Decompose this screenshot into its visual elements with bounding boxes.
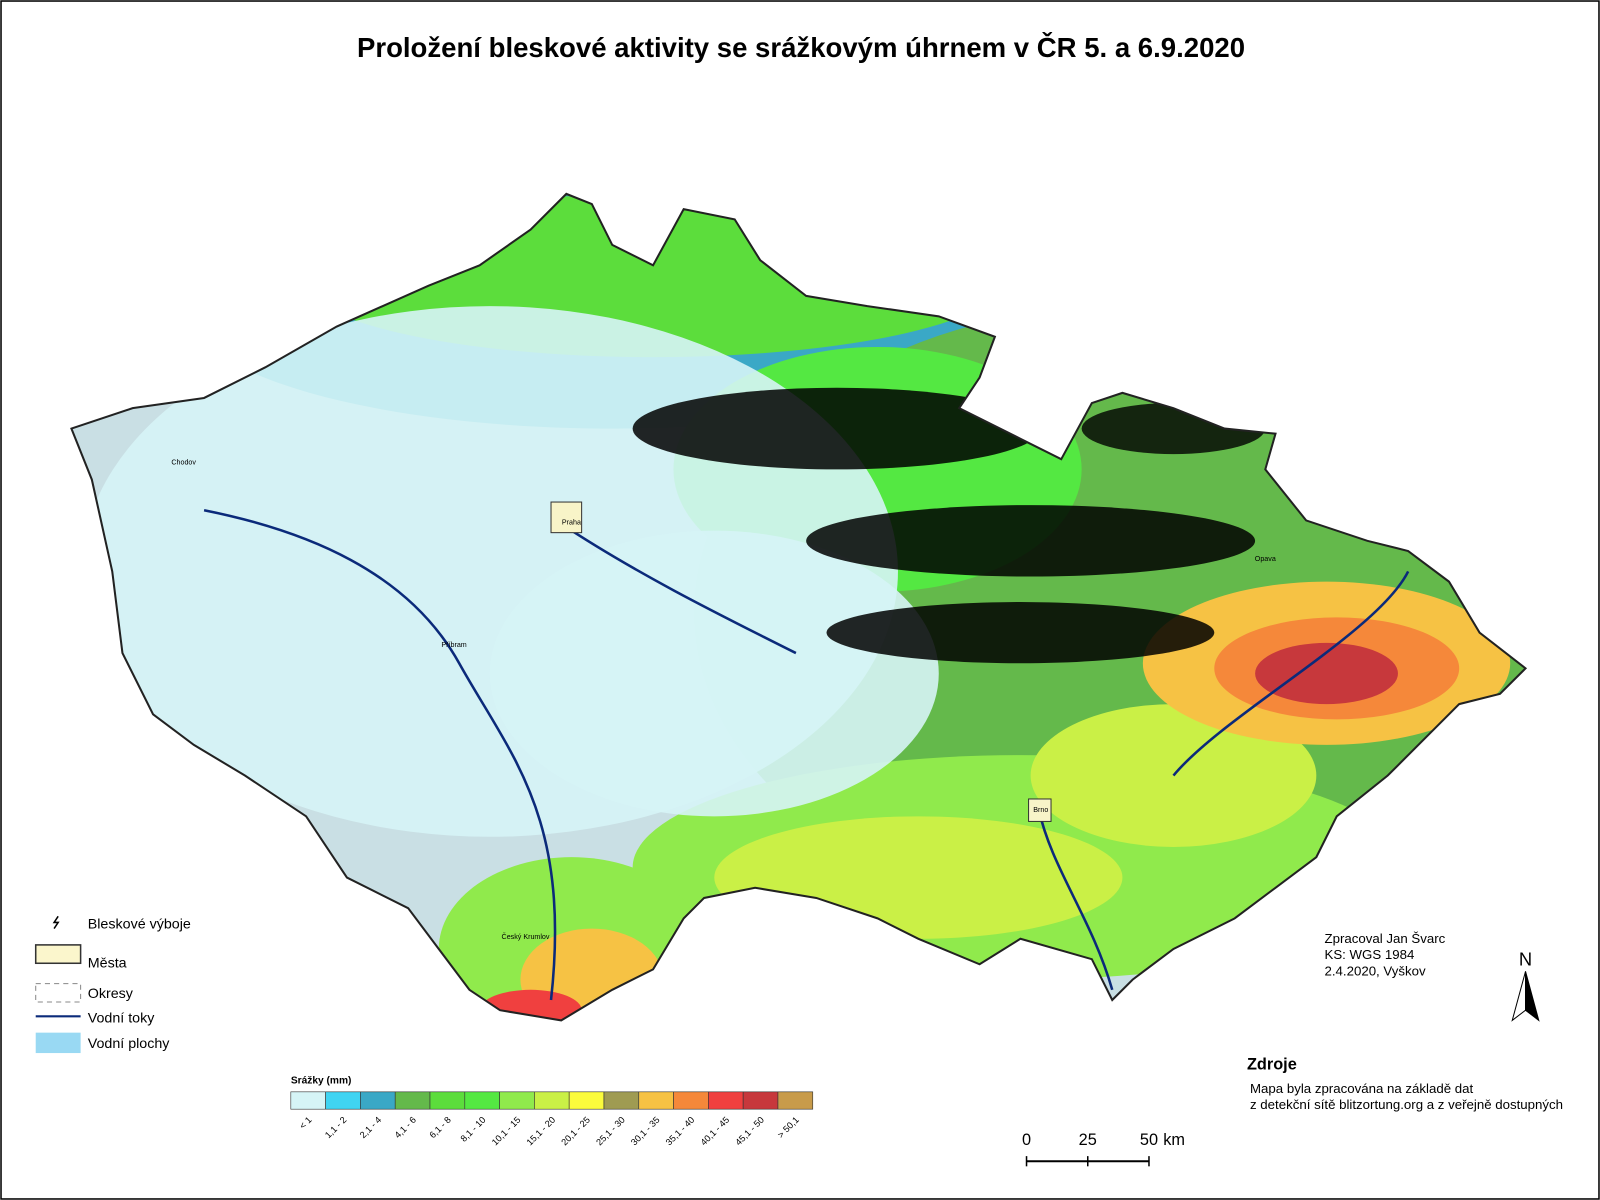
class-swatch: [708, 1091, 744, 1110]
class-swatch: [325, 1091, 361, 1110]
city-label: Český Krumlov: [502, 932, 550, 941]
scale-unit: km: [1163, 1131, 1185, 1149]
class-swatch: [534, 1091, 570, 1110]
north-label: N: [1519, 948, 1532, 969]
class-swatch: [638, 1091, 674, 1110]
sources-title: Zdroje: [1247, 1055, 1297, 1073]
class-swatch: [464, 1091, 500, 1110]
credit-line: KS: WGS 1984: [1324, 947, 1414, 962]
source-line: Mapa byla zpracována na základě dat: [1250, 1081, 1474, 1096]
legend-label: Vodní plochy: [88, 1036, 171, 1052]
scale-tick-label: 50: [1140, 1131, 1158, 1149]
map-title: Proložení bleskové aktivity se srážkovým…: [357, 32, 1245, 63]
scale-title: Srážky (mm): [291, 1076, 352, 1087]
legend-label: Vodní toky: [88, 1010, 155, 1026]
scale-bar: 0 25 50 km: [1022, 1131, 1185, 1167]
source-line: z detekční sítě blitzortung.org a z veře…: [1250, 1097, 1563, 1112]
class-swatch: [673, 1091, 709, 1110]
class-swatch: [394, 1091, 431, 1110]
north-arrow: N: [1511, 948, 1540, 1022]
legend: Bleskové výboje Města Okresy Vodní toky Vodn…: [34, 915, 191, 1054]
class-swatch: [499, 1091, 535, 1110]
city-label: Chodov: [171, 458, 196, 466]
legend-label: Města: [88, 955, 127, 971]
city-label: Příbram: [441, 641, 466, 649]
city-label: Praha: [562, 518, 581, 526]
class-swatch: [777, 1091, 814, 1110]
scale-tick-label: 0: [1022, 1131, 1031, 1149]
credit-line: Zpracoval Jan Švarc: [1324, 931, 1445, 946]
class-swatch: [742, 1091, 779, 1110]
sources: Zdroje Mapa byla zpracována na základě d…: [1247, 1055, 1563, 1112]
legend-label: Okresy: [88, 986, 134, 1002]
legend-label: Bleskové výboje: [88, 917, 191, 933]
class-swatch: [429, 1091, 466, 1110]
city-label: Brno: [1033, 806, 1048, 814]
scale-tick-label: 25: [1079, 1131, 1097, 1149]
city-label: Opava: [1255, 555, 1276, 563]
class-swatch: [360, 1091, 396, 1110]
class-swatch: [568, 1091, 605, 1110]
class-swatch: [290, 1091, 326, 1110]
class-swatch: [603, 1091, 640, 1110]
credit-line: 2.4.2020, Vyškov: [1324, 964, 1426, 979]
city-labels: Praha Brno Chodov Příbram Český Krumlov Opava: [171, 458, 1275, 940]
